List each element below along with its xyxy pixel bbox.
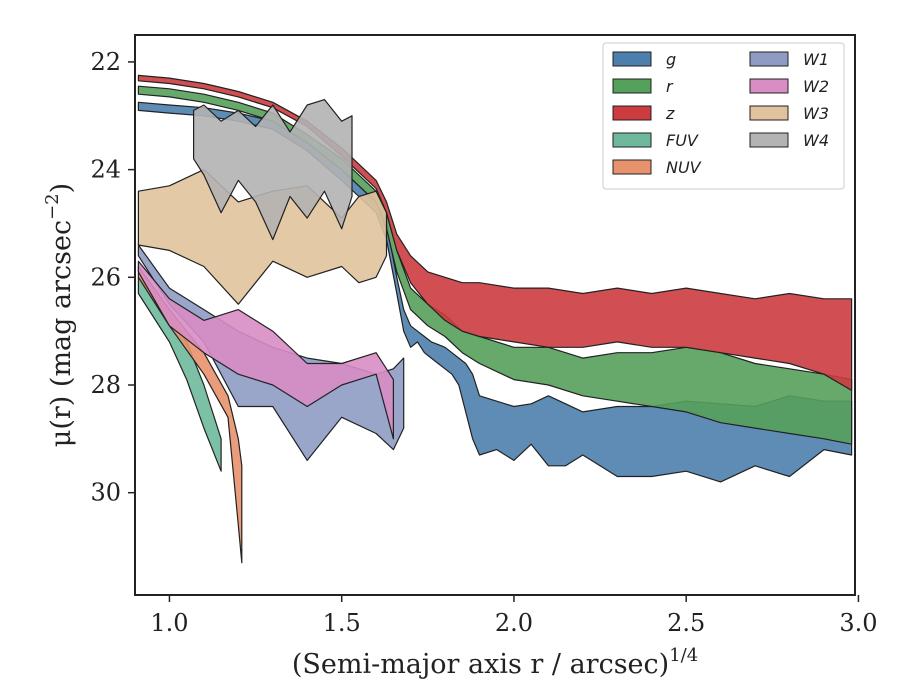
legend-label: g (666, 50, 676, 69)
legend-item-fuv: FUV (612, 131, 699, 150)
legend-label: W2 (803, 77, 829, 96)
legend-label: z (665, 104, 675, 123)
series-band-w2 (137, 260, 394, 440)
y-tick-label: 22 (90, 48, 121, 76)
legend-item-g: g (612, 50, 676, 69)
series-band-w3 (137, 169, 388, 305)
legend-item-r: r (612, 77, 674, 96)
legend-swatch (749, 105, 789, 121)
legend-item-nuv: NUV (612, 158, 702, 177)
x-tick-label: 2.0 (495, 609, 533, 637)
legend-item-w4: W4 (749, 131, 829, 150)
legend-label: W4 (803, 131, 829, 150)
legend-label: FUV (666, 131, 699, 150)
x-axis: 1.0 1.5 2.0 2.5 3.0 (150, 595, 878, 637)
legend: grz FUV NUV W1 W2 W3 W4 (602, 42, 845, 190)
legend-label: r (666, 77, 674, 96)
y-tick-label: 26 (90, 263, 121, 291)
legend-swatch (749, 51, 789, 67)
legend-item-z: z (612, 104, 675, 123)
series-layer (137, 74, 853, 564)
legend-swatch (749, 78, 789, 94)
legend-label: W3 (803, 104, 829, 123)
legend-swatch (749, 132, 789, 148)
legend-label: W1 (803, 50, 829, 69)
y-tick-label: 24 (90, 156, 121, 184)
y-axis: 22 24 26 28 30 (90, 48, 135, 507)
legend-swatch (612, 159, 652, 175)
plot-frame (134, 34, 856, 596)
legend-item-w1: W1 (749, 50, 829, 69)
legend-swatch (612, 51, 652, 67)
x-tick-label: 1.0 (150, 609, 188, 637)
x-tick-label: 2.5 (667, 609, 705, 637)
legend-item-w3: W3 (749, 104, 829, 123)
series-band-w4 (193, 98, 353, 241)
x-tick-label: 1.5 (323, 609, 361, 637)
series-band-g (137, 101, 853, 483)
legend-swatch (612, 78, 652, 94)
x-tick-label: 3.0 (839, 609, 877, 637)
y-tick-label: 30 (90, 479, 121, 507)
legend-swatch (612, 132, 652, 148)
y-axis-label: μ(r) (mag arcsec−2) (42, 183, 77, 447)
legend-item-w2: W2 (749, 77, 829, 96)
series-band-z (137, 74, 853, 391)
legend-label: NUV (666, 158, 702, 177)
y-tick-label: 28 (90, 371, 121, 399)
x-axis-label: (Semi-major axis r / arcsec)1/4 (292, 645, 698, 680)
legend-swatch (612, 105, 652, 121)
